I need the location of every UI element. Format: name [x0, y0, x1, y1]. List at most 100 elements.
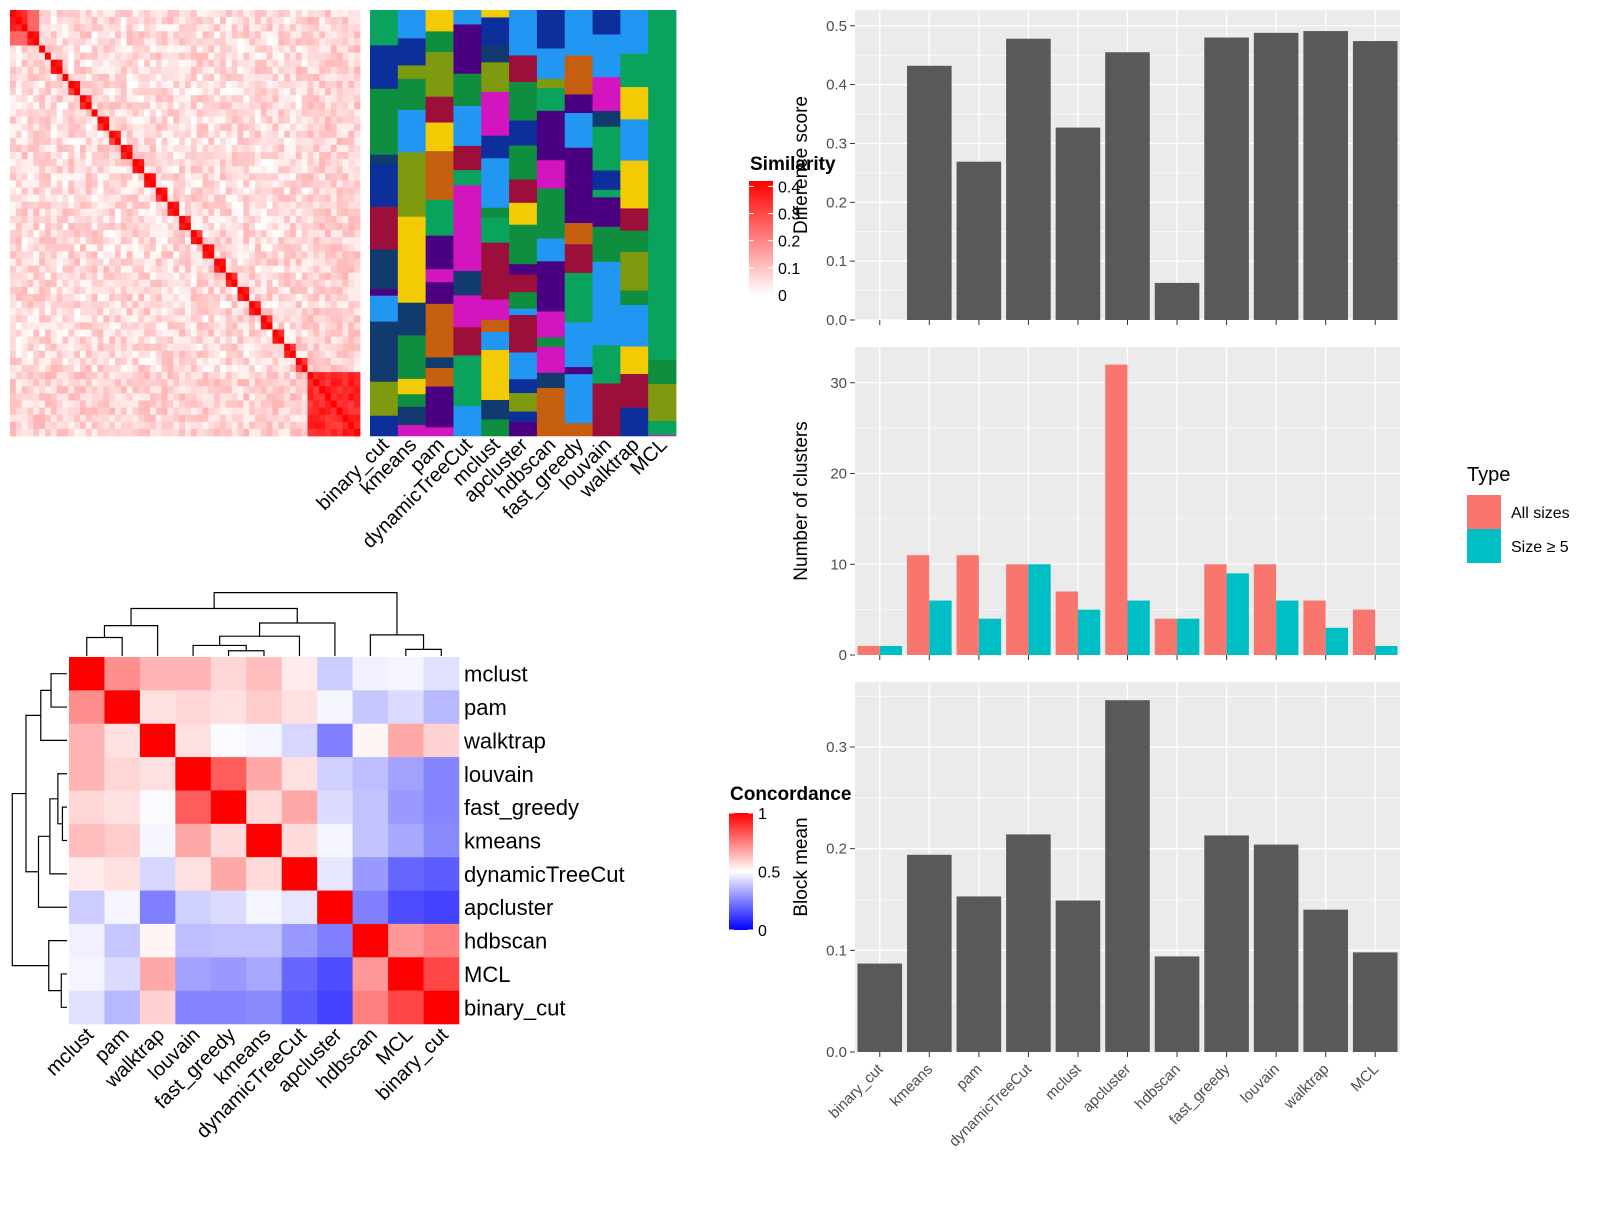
similarity-cell	[27, 294, 34, 302]
similarity-cell	[225, 81, 233, 89]
similarity-cell	[278, 365, 285, 373]
similarity-cell	[120, 180, 128, 188]
similarity-cell	[179, 173, 186, 181]
similarity-cell	[132, 10, 139, 18]
similarity-cell	[278, 350, 285, 359]
similarity-cell	[138, 88, 145, 96]
similarity-cell	[74, 400, 81, 408]
similarity-cell	[39, 237, 46, 245]
similarity-cell	[284, 187, 291, 195]
similarity-cell	[167, 365, 174, 373]
concordance-row-label: kmeans	[464, 829, 541, 854]
similarity-cell	[97, 315, 104, 323]
similarity-cell	[348, 180, 355, 188]
similarity-cell	[120, 343, 128, 352]
cluster-cell	[425, 345, 454, 352]
bar	[1105, 700, 1150, 1052]
cluster-cell	[481, 62, 510, 93]
similarity-cell	[348, 279, 355, 288]
similarity-cell	[126, 88, 133, 96]
similarity-cell	[15, 308, 23, 316]
concordance-row-label: walktrap	[463, 728, 546, 753]
similarity-cell	[97, 10, 104, 18]
similarity-cell	[179, 24, 186, 32]
similarity-cell	[249, 251, 256, 259]
similarity-cell	[97, 73, 104, 82]
similarity-cell	[33, 301, 40, 309]
similarity-cell	[45, 208, 52, 217]
similarity-cell	[68, 137, 75, 146]
similarity-cell	[39, 130, 46, 139]
similarity-cell	[74, 166, 81, 174]
similarity-cell	[225, 286, 233, 295]
similarity-cell	[120, 407, 128, 416]
similarity-cell	[231, 428, 238, 437]
similarity-cell	[243, 24, 250, 32]
similarity-cell	[284, 379, 291, 387]
similarity-cell	[103, 244, 110, 252]
similarity-cell	[255, 350, 262, 359]
similarity-cell	[342, 81, 349, 89]
similarity-cell	[39, 59, 46, 68]
similarity-cell	[231, 73, 238, 82]
similarity-cell	[290, 88, 297, 96]
similarity-cell	[144, 152, 151, 160]
similarity-cell	[161, 230, 168, 238]
similarity-cell	[284, 31, 291, 39]
similarity-cell	[214, 10, 221, 18]
similarity-cell	[208, 152, 215, 160]
similarity-cell	[120, 336, 128, 345]
similarity-cell	[301, 365, 308, 373]
similarity-cell	[185, 301, 192, 309]
similarity-cell	[342, 116, 349, 124]
similarity-cell	[272, 173, 279, 181]
similarity-cell	[196, 251, 203, 259]
similarity-cell	[313, 52, 320, 61]
similarity-cell	[190, 24, 198, 32]
similarity-cell	[167, 421, 174, 430]
similarity-cell	[138, 294, 145, 302]
similarity-cell	[313, 265, 320, 274]
similarity-cell	[27, 109, 34, 117]
similarity-cell	[237, 265, 244, 274]
similarity-cell	[21, 393, 28, 401]
similarity-cell	[214, 244, 221, 252]
similarity-cell	[138, 109, 145, 117]
similarity-cell	[208, 386, 215, 394]
similarity-cell	[150, 66, 157, 75]
similarity-cell	[231, 59, 238, 68]
similarity-cell	[237, 329, 244, 337]
similarity-cell	[56, 329, 63, 337]
similarity-cell	[325, 215, 332, 224]
similarity-cell	[50, 223, 58, 231]
similarity-cell	[307, 66, 314, 75]
similarity-cell	[103, 208, 110, 217]
similarity-cell	[132, 208, 139, 217]
similarity-cell	[109, 251, 116, 259]
similarity-cell	[62, 251, 69, 259]
similarity-cell	[120, 137, 128, 146]
similarity-cell	[68, 95, 75, 103]
similarity-cell	[272, 109, 279, 117]
similarity-cell	[10, 265, 17, 274]
similarity-cell	[301, 208, 308, 217]
similarity-cell	[301, 137, 308, 146]
similarity-cell	[97, 365, 104, 373]
similarity-cell	[120, 73, 128, 82]
bar	[1253, 844, 1299, 1052]
similarity-cell	[196, 223, 203, 231]
concordance-cell	[69, 923, 105, 958]
similarity-cell	[196, 66, 203, 75]
similarity-cell	[68, 407, 75, 416]
similarity-cell	[27, 201, 34, 210]
similarity-cell	[15, 357, 23, 366]
similarity-cell	[325, 123, 332, 132]
similarity-cell	[243, 343, 250, 352]
similarity-cell	[27, 414, 34, 423]
similarity-cell	[208, 52, 215, 61]
similarity-cell	[214, 365, 221, 373]
similarity-cell	[202, 52, 209, 61]
similarity-cell	[115, 180, 122, 188]
similarity-cell	[68, 17, 75, 25]
